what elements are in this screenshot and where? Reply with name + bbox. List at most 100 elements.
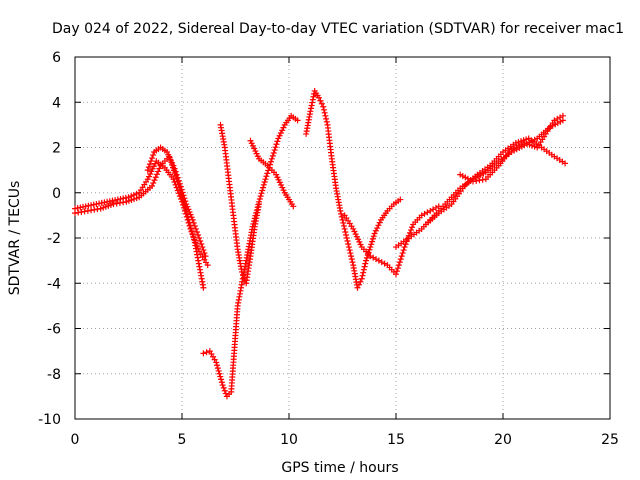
data-point xyxy=(147,158,154,165)
data-point xyxy=(309,96,316,103)
data-point xyxy=(179,189,186,196)
data-point xyxy=(165,151,172,158)
data-point xyxy=(188,228,195,235)
data-point xyxy=(393,271,399,278)
data-point xyxy=(195,231,202,238)
data-point xyxy=(400,247,407,254)
data-point xyxy=(341,225,348,232)
data-point xyxy=(149,155,156,162)
data-point xyxy=(338,210,345,217)
data-point xyxy=(562,160,569,167)
data-point xyxy=(166,154,173,161)
data-point xyxy=(150,180,157,187)
data-point xyxy=(181,195,188,202)
data-point xyxy=(196,235,203,241)
data-point xyxy=(349,259,356,266)
data-point xyxy=(322,112,329,119)
data-point xyxy=(203,349,210,356)
data-point xyxy=(178,186,185,193)
data-point xyxy=(192,225,199,232)
data-point xyxy=(361,263,368,270)
data-point xyxy=(274,138,281,145)
data-point xyxy=(345,241,352,248)
data-point xyxy=(366,246,373,253)
data-point xyxy=(177,183,184,190)
x-tick-label: 25 xyxy=(601,432,619,448)
series-sat-j xyxy=(422,135,569,228)
data-point xyxy=(348,256,355,263)
data-point xyxy=(214,365,221,372)
data-point xyxy=(204,262,211,269)
data-point xyxy=(258,190,265,197)
data-point xyxy=(346,247,353,254)
data-point xyxy=(320,106,327,113)
data-point xyxy=(199,244,206,251)
data-point xyxy=(151,177,158,184)
data-point xyxy=(343,231,350,238)
data-point xyxy=(275,135,282,142)
data-point xyxy=(271,147,278,154)
y-tick-label: 2 xyxy=(52,141,61,157)
data-point xyxy=(394,265,401,272)
data-point xyxy=(363,257,370,264)
series-sat-c xyxy=(144,144,209,260)
data-point xyxy=(190,219,197,226)
y-tick-label: 6 xyxy=(52,50,61,66)
data-point xyxy=(182,198,189,205)
series-sat-f xyxy=(247,137,297,210)
x-tick-label: 5 xyxy=(178,432,187,448)
chart-title: Day 024 of 2022, Sidereal Day-to-day VTE… xyxy=(52,21,624,37)
data-point xyxy=(370,233,377,240)
data-point xyxy=(376,219,383,226)
data-point xyxy=(269,152,276,159)
data-point xyxy=(189,230,196,237)
data-point xyxy=(337,207,344,214)
data-point xyxy=(323,115,330,122)
series-sat-g xyxy=(303,87,404,291)
data-point xyxy=(340,222,347,229)
y-axis-label: SDTVAR / TECUs xyxy=(7,181,23,296)
data-point xyxy=(310,93,317,100)
y-tick-label: -6 xyxy=(47,322,61,338)
data-point xyxy=(375,222,382,229)
data-point xyxy=(360,269,367,276)
data-markers xyxy=(72,87,569,400)
data-point xyxy=(345,244,352,251)
x-tick-label: 10 xyxy=(280,432,298,448)
data-point xyxy=(191,222,198,229)
data-point xyxy=(256,195,263,202)
data-point xyxy=(183,201,190,208)
data-point xyxy=(218,376,225,383)
data-point xyxy=(145,164,152,171)
data-point xyxy=(357,278,364,285)
x-tick-label: 15 xyxy=(387,432,405,448)
data-point xyxy=(155,168,162,175)
data-point xyxy=(256,201,263,208)
data-point xyxy=(149,182,156,189)
data-point xyxy=(371,230,378,237)
data-point xyxy=(202,253,209,260)
data-point xyxy=(401,244,408,251)
data-point xyxy=(188,214,195,221)
data-point xyxy=(169,159,176,166)
grid-lines xyxy=(75,57,610,419)
data-point xyxy=(152,174,159,181)
data-point xyxy=(309,99,316,106)
data-point xyxy=(272,144,279,151)
data-point xyxy=(358,275,365,282)
data-point xyxy=(215,367,222,374)
data-point xyxy=(355,281,362,288)
data-point xyxy=(187,222,194,229)
data-point xyxy=(290,203,297,210)
data-point xyxy=(273,141,280,148)
data-point xyxy=(213,359,220,366)
data-point xyxy=(170,162,177,169)
data-point xyxy=(185,206,192,213)
data-point xyxy=(220,384,227,391)
data-point xyxy=(171,165,178,172)
data-point xyxy=(174,174,181,181)
series-sat-b xyxy=(72,153,207,291)
data-point xyxy=(317,97,324,104)
data-point xyxy=(323,118,330,125)
